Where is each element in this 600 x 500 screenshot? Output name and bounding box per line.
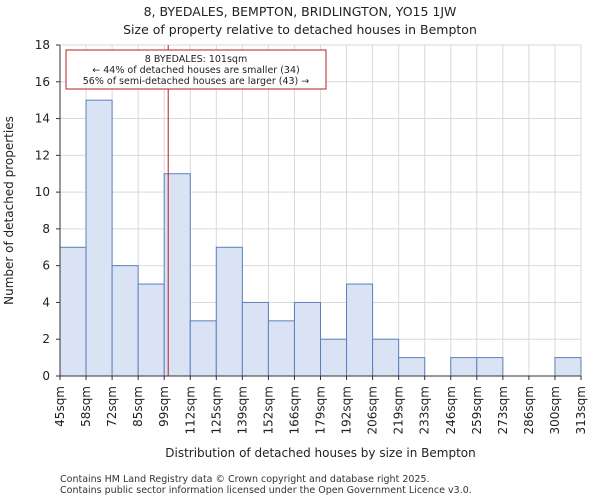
annotation-larger: 56% of semi-detached houses are larger (… xyxy=(83,76,310,87)
y-tick-label: 0 xyxy=(42,369,50,383)
y-tick-label: 18 xyxy=(35,38,50,52)
histogram-bar xyxy=(293,301,322,377)
annotation-box xyxy=(65,49,327,90)
x-tick-label: 58sqm xyxy=(79,386,93,427)
x-tick-label: 246sqm xyxy=(444,386,458,434)
histogram-bar xyxy=(476,357,504,377)
annotation-title: 8 BYEDALES: 101sqm xyxy=(145,54,247,65)
x-tick-label: 219sqm xyxy=(392,386,406,434)
histogram-bar xyxy=(346,283,374,377)
x-tick-label: 192sqm xyxy=(340,386,354,434)
histogram-bar xyxy=(111,265,139,377)
y-tick-label: 16 xyxy=(35,75,50,89)
x-tick-label: 112sqm xyxy=(183,386,197,434)
histogram-bar xyxy=(398,357,426,377)
x-tick-label: 72sqm xyxy=(105,386,119,427)
chart-title: 8, BYEDALES, BEMPTON, BRIDLINGTON, YO15 … xyxy=(143,4,457,19)
footer-licence: Contains public sector information licen… xyxy=(60,485,472,496)
y-tick-label: 10 xyxy=(35,185,50,199)
x-tick-label: 45sqm xyxy=(53,386,67,427)
y-tick-label: 2 xyxy=(42,332,50,346)
histogram-bar xyxy=(215,246,243,377)
histogram-bar xyxy=(189,320,217,377)
y-tick-label: 12 xyxy=(35,148,50,162)
chart-subtitle: Size of property relative to detached ho… xyxy=(123,22,477,37)
y-tick-label: 14 xyxy=(35,112,50,126)
annotation-smaller: ← 44% of detached houses are smaller (34… xyxy=(92,65,299,76)
x-tick-label: 179sqm xyxy=(314,386,328,434)
histogram-bar xyxy=(372,338,400,377)
y-axis-title: Number of detached properties xyxy=(2,116,16,305)
x-tick-label: 313sqm xyxy=(574,386,588,434)
histogram-bar xyxy=(59,246,87,377)
x-tick-label: 99sqm xyxy=(157,386,171,427)
x-tick-label: 139sqm xyxy=(235,386,249,434)
histogram-bar xyxy=(137,283,165,377)
x-tick-label: 286sqm xyxy=(522,386,536,434)
x-tick-label: 85sqm xyxy=(131,386,145,427)
x-axis-title: Distribution of detached houses by size … xyxy=(165,446,475,460)
x-tick-label: 300sqm xyxy=(548,386,562,434)
x-tick-label: 273sqm xyxy=(496,386,510,434)
histogram-bar xyxy=(450,357,478,377)
histogram-bar xyxy=(241,301,269,377)
y-tick-label: 4 xyxy=(42,295,50,309)
x-tick-label: 233sqm xyxy=(418,386,432,434)
x-tick-label: 166sqm xyxy=(287,386,301,434)
y-tick-label: 8 xyxy=(42,222,50,236)
histogram-chart: 0 2 4 6 8 10 12 14 16 18 45sqm 58sqm 72sqm 85sqm 99sqm… xyxy=(2,38,588,460)
histogram-bar xyxy=(267,320,295,377)
histogram-bar xyxy=(85,99,113,377)
x-tick-label: 125sqm xyxy=(209,386,223,434)
histogram-bar xyxy=(320,338,348,377)
x-tick-label: 206sqm xyxy=(366,386,380,434)
histogram-bar xyxy=(554,357,582,377)
footer-copyright: Contains HM Land Registry data © Crown c… xyxy=(60,474,430,485)
x-tick-label: 152sqm xyxy=(261,386,275,434)
x-tick-label: 259sqm xyxy=(470,386,484,434)
y-tick-label: 6 xyxy=(42,259,50,273)
